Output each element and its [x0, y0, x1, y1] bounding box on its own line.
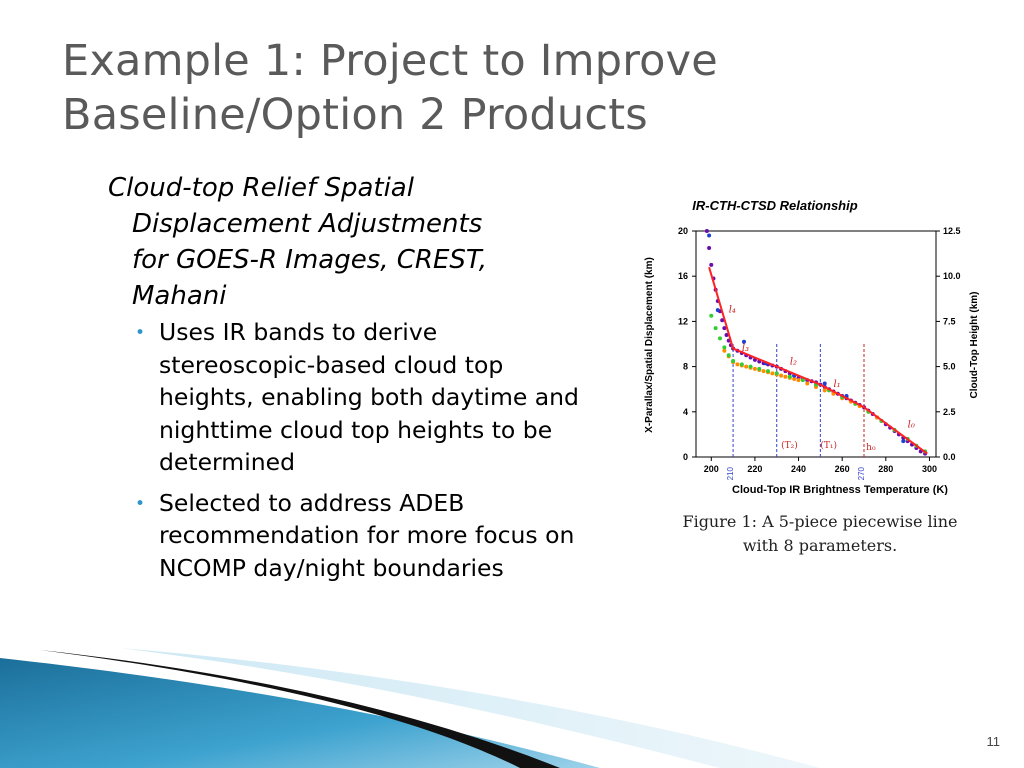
figure-caption-line-1: Figure 1: A 5-piece piecewise line	[682, 512, 958, 531]
y-tick-label: 8	[683, 362, 688, 372]
data-point	[901, 439, 906, 444]
segment-label: l₁	[833, 379, 840, 390]
x-tick-label: 260	[835, 464, 850, 474]
segment-label: l₀	[908, 420, 915, 431]
slide-title-line-2: Baseline/Option 2 Products	[62, 90, 648, 140]
x-tick-label: 300	[922, 464, 937, 474]
data-point	[752, 366, 757, 371]
bullet-dot-icon: •	[135, 493, 146, 514]
data-point	[822, 388, 827, 393]
swoosh-black	[40, 650, 560, 768]
x-tick-label: 280	[878, 464, 893, 474]
y-tick-label: 0	[683, 452, 688, 462]
y2-tick-label: 12.5	[943, 226, 961, 236]
y-tick-label: 4	[683, 407, 688, 417]
data-point	[718, 336, 722, 341]
data-point	[792, 377, 797, 382]
y-tick-label: 12	[678, 316, 688, 326]
data-point	[739, 362, 744, 367]
data-point	[722, 348, 727, 353]
data-point	[731, 358, 736, 363]
region-label: h₀	[866, 443, 876, 453]
y-tick-label: 20	[678, 226, 688, 236]
figure-caption: Figure 1: A 5-piece piecewise line with …	[665, 510, 975, 558]
slide-title-line-1: Example 1: Project to Improve	[62, 36, 718, 86]
bullet-text: Selected to address ADEB recommendation …	[159, 488, 575, 582]
data-point	[761, 369, 766, 374]
data-point	[783, 374, 788, 379]
data-point	[770, 371, 775, 376]
bullet-item: • Uses IR bands to derive stereoscopic-b…	[135, 316, 585, 479]
plot-frame	[695, 230, 937, 458]
x-tick-label: 240	[791, 464, 806, 474]
data-point	[744, 364, 749, 369]
data-point	[805, 381, 810, 386]
project-heading-line-1: Cloud-top Relief Spatial	[108, 173, 414, 203]
x-tick-label: 220	[747, 464, 762, 474]
figure-chart: IR-CTH-CTSD Relationship l₄ l₃ l₂ l₁ l₀ (T₂) (…	[640, 185, 985, 496]
data-point	[713, 326, 718, 331]
piecewise-fit-line	[708, 266, 928, 455]
data-point	[707, 233, 712, 238]
page-number: 11	[986, 734, 1001, 749]
swoosh-pale	[120, 648, 820, 768]
bullet-text: Uses IR bands to derive stereoscopic-bas…	[159, 318, 579, 476]
data-point	[742, 339, 746, 344]
y2-tick-label: 2.5	[943, 407, 956, 417]
bullet-list: • Uses IR bands to derive stereoscopic-b…	[135, 316, 585, 592]
data-point	[779, 373, 784, 378]
data-point	[748, 364, 753, 369]
y2-tick-label: 0.0	[943, 452, 956, 462]
segment-label: l₂	[790, 356, 797, 367]
chart-svg: IR-CTH-CTSD Relationship l₄ l₃ l₂ l₁ l₀ (T₂) (…	[644, 198, 980, 496]
data-point	[724, 332, 729, 337]
data-point	[709, 313, 714, 318]
swoosh-blue	[0, 658, 600, 768]
project-heading-line-2: Displacement Adjustments	[132, 209, 483, 239]
data-point	[757, 366, 762, 371]
data-point	[715, 308, 720, 313]
data-point	[720, 318, 725, 323]
decorative-swoosh	[0, 648, 820, 768]
reference-value-label: 210	[726, 466, 735, 480]
data-point	[726, 353, 731, 358]
data-point	[709, 262, 714, 267]
data-point	[822, 381, 827, 386]
data-point	[707, 245, 712, 250]
bullet-item: • Selected to address ADEB recommendatio…	[135, 487, 585, 585]
data-point	[766, 369, 770, 374]
segment-label: l₃	[742, 343, 749, 354]
region-label: (T₁)	[820, 440, 837, 451]
reference-value-label: 270	[857, 466, 866, 480]
y-axis-label: X-Parallax/Spatial Displacement (km)	[644, 257, 655, 433]
data-point	[796, 378, 801, 383]
data-point	[800, 378, 805, 383]
figure-caption-line-2: with 8 parameters.	[742, 536, 898, 555]
chart-title: IR-CTH-CTSD Relationship	[692, 198, 857, 213]
y-tick-label: 16	[678, 271, 688, 281]
data-point	[735, 362, 740, 367]
project-heading-line-3: for GOES-R Images, CREST,	[132, 245, 487, 275]
data-point	[774, 371, 779, 376]
y2-axis-label: Cloud-Top Height (km)	[969, 291, 980, 398]
y2-tick-label: 7.5	[943, 316, 956, 326]
data-point	[722, 345, 727, 350]
bullet-dot-icon: •	[135, 323, 146, 343]
x-axis-label: Cloud-Top IR Brightness Temperature (K)	[732, 484, 948, 495]
project-heading-line-4: Mahani	[132, 281, 227, 311]
data-point	[787, 374, 792, 379]
data-point	[704, 229, 709, 233]
slide-title: Example 1: Project to Improve Baseline/O…	[62, 34, 962, 142]
project-heading: Cloud-top Relief Spatial Displacement Ad…	[108, 170, 588, 314]
region-label: (T₂)	[781, 440, 798, 451]
data-point	[722, 326, 727, 331]
y2-tick-label: 10.0	[943, 271, 961, 281]
y2-tick-label: 5.0	[943, 362, 956, 372]
segment-label: l₄	[729, 304, 736, 315]
x-tick-label: 200	[704, 464, 719, 474]
